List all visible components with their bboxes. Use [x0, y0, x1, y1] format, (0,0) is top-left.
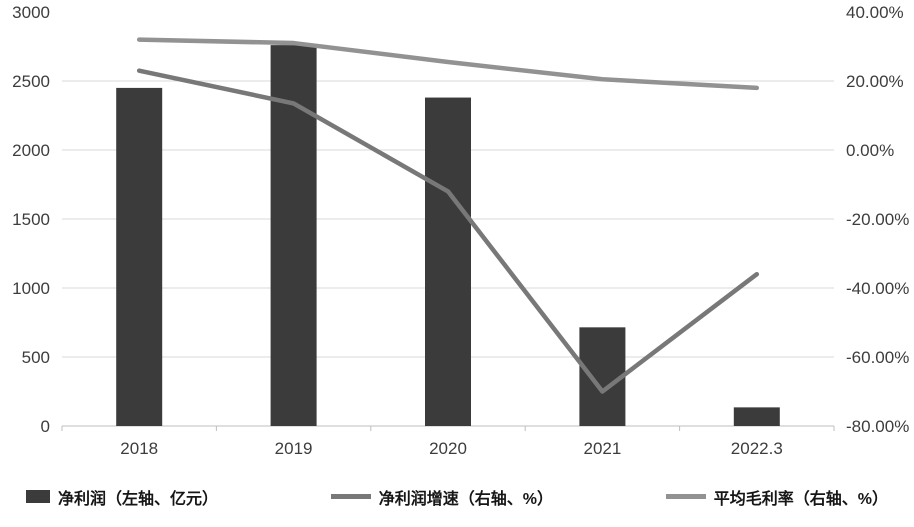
- left-axis-tick-label: 500: [22, 348, 50, 367]
- x-axis-label: 2019: [275, 439, 313, 458]
- left-axis-tick-label: 0: [41, 417, 50, 436]
- legend-item-gross-margin: 平均毛利率（右轴、%）: [665, 485, 888, 509]
- legend-label-profit-growth: 净利润增速（右轴、%）: [378, 490, 553, 508]
- growth-line-swatch-icon: [330, 494, 371, 499]
- net-profit-bar: [116, 87, 163, 427]
- x-axis-label: 2020: [429, 439, 467, 458]
- gross-margin-line: [136, 37, 760, 91]
- right-axis-tick-label: -60.00%: [846, 348, 909, 367]
- left-axis-tick-label: 1500: [12, 210, 50, 229]
- x-axis-label: 2022.3: [731, 439, 783, 458]
- right-axis-tick-label: -20.00%: [846, 210, 909, 229]
- bar-swatch-icon: [26, 490, 50, 503]
- net-profit-bar: [425, 97, 471, 426]
- legend-label-net-profit: 净利润（左轴、亿元）: [58, 490, 219, 508]
- legend-item-net-profit: 净利润（左轴、亿元）: [26, 485, 218, 509]
- margin-line-swatch-icon: [665, 494, 706, 499]
- left-axis-tick-label: 3000: [12, 3, 50, 22]
- right-axis-tick-label: -40.00%: [846, 279, 909, 298]
- right-axis-tick-label: -80.00%: [846, 417, 909, 436]
- net-profit-bar: [270, 45, 317, 427]
- left-axis-tick-label: 2000: [12, 141, 50, 160]
- net-profit-bar: [579, 327, 626, 426]
- combo-chart: 0 500 1000 1500 2000 2500 3000 -80.00% -60.00% -4…: [12, 3, 909, 458]
- net-profit-growth-line: [136, 68, 760, 394]
- right-axis-tick-label: 0.00%: [846, 141, 894, 160]
- chart-legend: 净利润（左轴、亿元） 净利润增速（右轴、%） 平均毛利率（右轴、%）: [0, 472, 914, 527]
- net-profit-bar: [733, 407, 780, 426]
- left-axis-tick-label: 1000: [12, 279, 50, 298]
- legend-label-gross-margin: 平均毛利率（右轴、%）: [713, 490, 888, 508]
- left-axis-tick-label: 2500: [12, 72, 50, 91]
- right-axis-tick-label: 20.00%: [846, 72, 904, 91]
- x-axis-label: 2018: [120, 439, 158, 458]
- right-axis-tick-label: 40.00%: [846, 3, 904, 22]
- x-axis-label: 2021: [583, 439, 621, 458]
- legend-item-profit-growth: 净利润增速（右轴、%）: [330, 485, 553, 509]
